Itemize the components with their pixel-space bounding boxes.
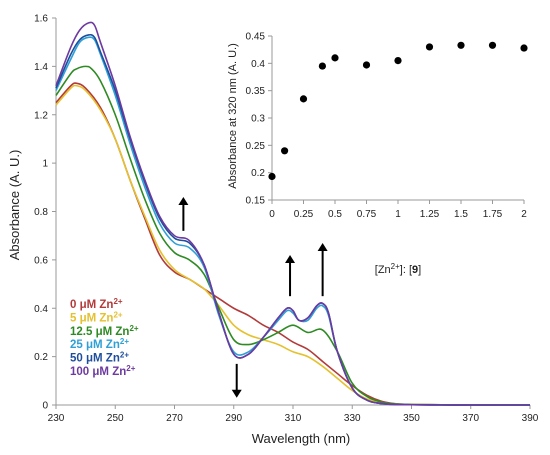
inset-chart-points: [268, 41, 528, 181]
inset-data-point: [457, 41, 465, 49]
legend-unit: μM Zn: [92, 366, 126, 378]
trend-arrow-up: [317, 242, 328, 297]
main-x-tick-label: 330: [344, 413, 361, 424]
inset-x-tick-label: 1.25: [420, 209, 440, 220]
trend-arrow-down: [231, 363, 242, 398]
main-y-tick-label: 0.8: [34, 207, 48, 218]
inset-y-tick-label: 0.2: [251, 168, 265, 179]
inset-data-point: [362, 61, 371, 69]
inset-y-tick-label: 0.15: [246, 196, 266, 207]
legend-charge: 2+: [113, 310, 122, 319]
inset-data-point: [268, 172, 276, 181]
main-x-tick-label: 390: [522, 413, 539, 424]
legend-charge: 2+: [129, 324, 138, 333]
inset-y-tick-label: 0.25: [246, 141, 266, 152]
legend-unit: μM Zn: [80, 312, 114, 324]
inset-data-point: [318, 62, 326, 70]
legend-entry: 100 μM Zn2+: [70, 364, 136, 378]
inset-xlabel-part: ]: [418, 264, 421, 276]
inset-y-tick-label: 0.4: [251, 59, 265, 70]
inset-x-tick-label: 0.25: [294, 209, 314, 220]
main-y-tick-label: 0.6: [34, 255, 48, 266]
legend-charge: 2+: [120, 337, 129, 346]
legend-concentration: 12.5: [70, 326, 96, 338]
main-x-axis-title: Wavelength (nm): [252, 431, 351, 446]
legend-entry: 12.5 μM Zn2+: [70, 324, 139, 338]
main-x-tick-label: 310: [285, 413, 302, 424]
legend-concentration: 100: [70, 366, 92, 378]
main-chart-arrows: [178, 196, 328, 398]
main-y-tick-label: 1: [42, 159, 48, 170]
legend-unit: μM Zn: [80, 299, 114, 311]
spectrum-line-5: [55, 21, 530, 406]
legend: 0 μM Zn2+5 μM Zn2+12.5 μM Zn2+25 μM Zn2+…: [70, 297, 139, 378]
main-y-tick-label: 1.2: [34, 110, 48, 121]
legend-charge: 2+: [113, 297, 122, 306]
inset-y-axis-title: Absorbance at 320 nm (A. U.): [227, 43, 239, 189]
legend-charge: 2+: [120, 351, 129, 360]
inset-x-tick-label: 0.75: [357, 209, 377, 220]
legend-entry: 25 μM Zn2+: [70, 337, 129, 351]
main-x-tick-label: 350: [403, 413, 420, 424]
main-x-tick-label: 370: [462, 413, 479, 424]
legend-concentration: 50: [70, 353, 86, 365]
inset-x-axis-title: [Zn2+]: [9]: [375, 262, 421, 276]
inset-xlabel-compound: 9: [412, 264, 418, 276]
main-x-tick-label: 270: [166, 413, 183, 424]
inset-data-point: [281, 147, 289, 155]
inset-x-tick-label: 1.75: [483, 209, 503, 220]
main-x-tick-label: 250: [107, 413, 124, 424]
inset-chart-axes: 0 0.25 0.5 0.75 1 1.25 1.5 1.75 2 0.15 0.2 0.25 0.3 0…: [246, 32, 528, 221]
legend-unit: μM Zn: [86, 353, 120, 365]
legend-concentration: 5: [70, 312, 80, 324]
legend-concentration: 25: [70, 339, 86, 351]
inset-data-point: [425, 43, 434, 51]
inset-y-tick-label: 0.35: [246, 86, 266, 97]
inset-xlabel-part: [Zn: [375, 264, 391, 276]
inset-x-tick-label: 0.5: [328, 209, 342, 220]
inset-data-point: [520, 44, 528, 52]
inset-xlabel-charge: 2+: [391, 262, 400, 271]
legend-concentration: 0: [70, 299, 80, 311]
inset-y-tick-label: 0.45: [246, 32, 266, 43]
inset-data-point: [331, 54, 339, 62]
main-y-tick-label: 1.4: [34, 62, 48, 73]
main-chart-axes: 230 250 270 290 310 330 350 370 39000.20.40.60.8…: [34, 14, 539, 425]
main-x-tick-label: 290: [225, 413, 242, 424]
legend-entry: 5 μM Zn2+: [70, 310, 123, 324]
trend-arrow-up: [178, 196, 189, 231]
inset-data-point: [299, 95, 308, 103]
inset-x-tick-label: 1: [395, 209, 401, 220]
main-y-tick-label: 0.2: [34, 352, 48, 363]
main-x-tick-label: 230: [48, 413, 65, 424]
main-y-axis-title: Absorbance (A. U.): [7, 150, 22, 261]
legend-entry: 50 μM Zn2+: [70, 351, 129, 365]
main-y-tick-label: 1.6: [34, 14, 48, 25]
inset-xlabel-part: ]: [: [400, 264, 412, 276]
inset-x-tick-label: 0: [269, 209, 275, 220]
inset-x-tick-label: 1.5: [454, 209, 468, 220]
legend-entry: 0 μM Zn2+: [70, 297, 123, 311]
legend-charge: 2+: [126, 364, 135, 373]
inset-x-tick-label: 2: [521, 209, 527, 220]
legend-unit: μM Zn: [96, 326, 130, 338]
inset-data-point: [394, 57, 402, 65]
main-chart-series: [55, 21, 530, 406]
main-y-tick-label: 0.4: [34, 304, 48, 315]
legend-unit: μM Zn: [86, 339, 120, 351]
inset-data-point: [488, 41, 497, 49]
inset-y-tick-label: 0.3: [251, 114, 265, 125]
main-y-tick-label: 0: [42, 401, 48, 412]
trend-arrow-up: [285, 255, 296, 297]
